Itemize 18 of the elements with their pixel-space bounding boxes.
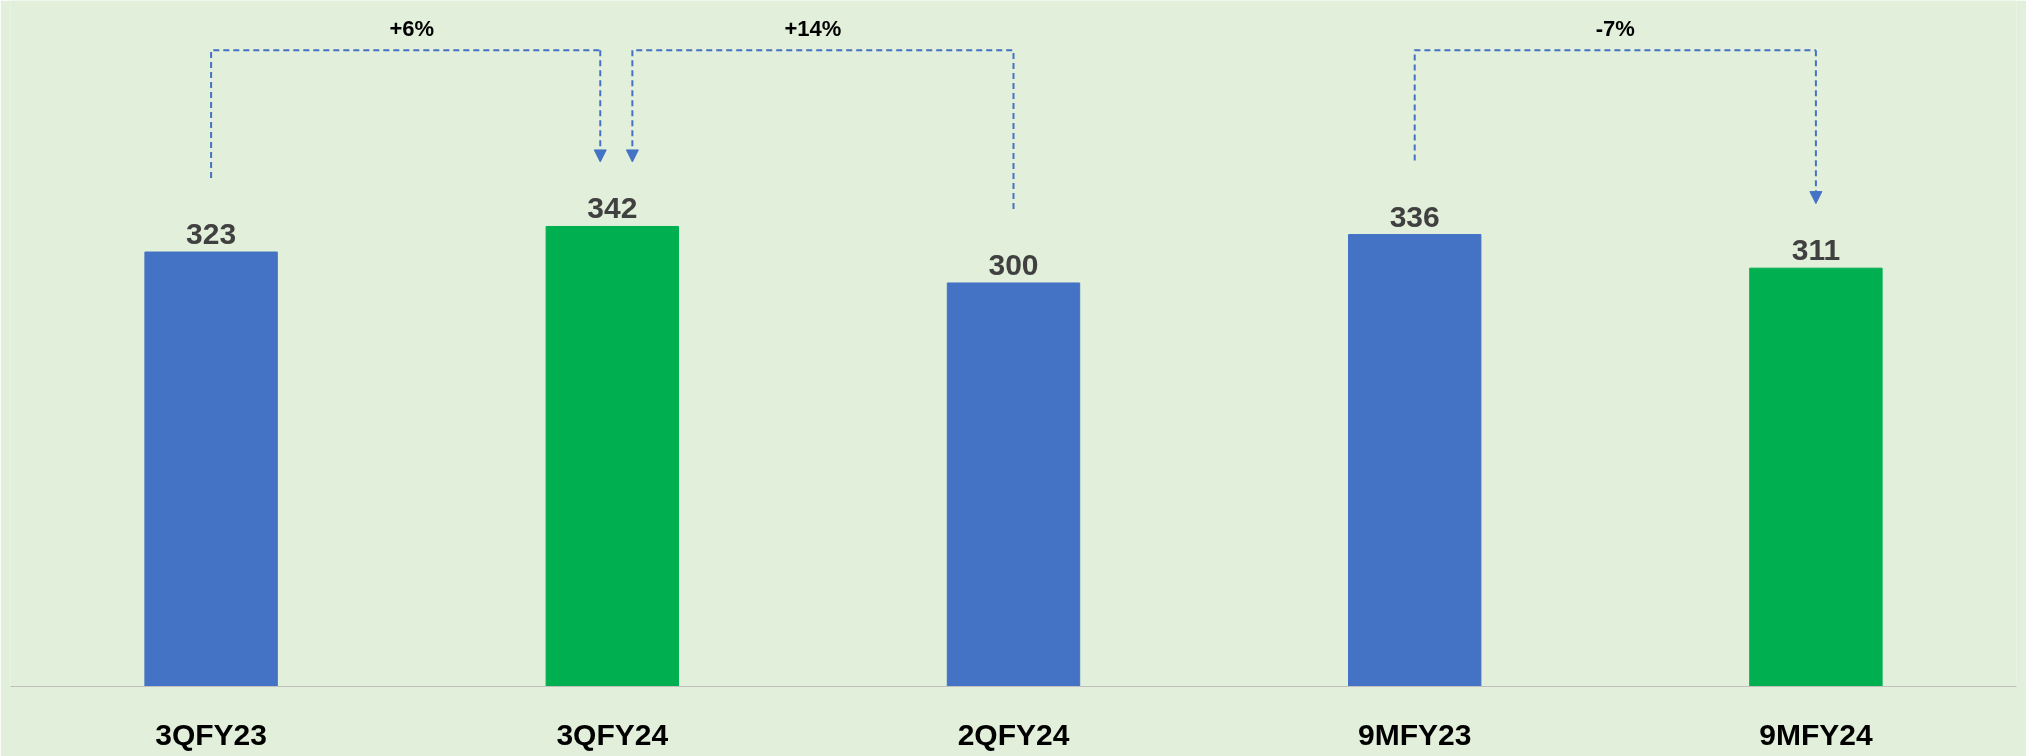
x-tick-label: 9MFY23	[1358, 717, 1472, 751]
bar	[1749, 267, 1883, 687]
bar	[545, 225, 679, 687]
data-label: 300	[988, 247, 1039, 281]
annotation: +14%	[784, 15, 842, 41]
x-tick-label: 3QFY24	[556, 717, 669, 751]
data-label: 323	[186, 217, 237, 251]
bar	[144, 251, 278, 687]
data-label: 336	[1389, 199, 1440, 233]
annotation: -7%	[1595, 15, 1635, 41]
data-label: 342	[587, 191, 638, 225]
x-tick-label: 3QFY23	[155, 717, 267, 751]
annotation: +6%	[389, 15, 435, 41]
data-label: 311	[1791, 233, 1841, 267]
bar	[946, 282, 1081, 687]
x-tick-label: 9MFY24	[1759, 717, 1873, 751]
bar	[1348, 234, 1482, 687]
x-tick-label: 2QFY24	[957, 717, 1070, 751]
